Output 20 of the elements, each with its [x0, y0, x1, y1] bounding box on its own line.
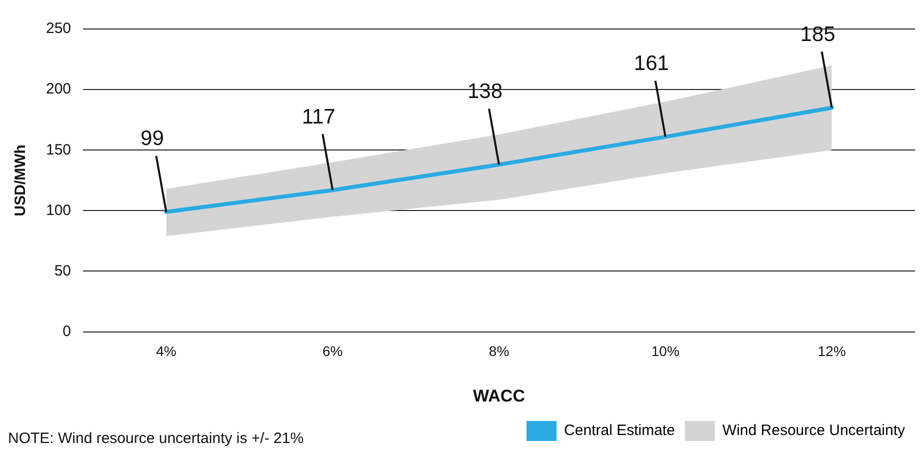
x-tick-label: 10% [651, 343, 680, 360]
y-tick-label: 0 [62, 322, 72, 340]
data-label: 99 [140, 127, 164, 150]
x-tick-label: 4% [156, 343, 176, 360]
text: NOTE: Wind resource uncertainty is +/- 21% [8, 430, 304, 447]
y-axis-title: USD/MWh [12, 144, 30, 216]
y-tick-label: 100 [46, 202, 72, 219]
legend-label: Wind Resource Uncertainty [722, 422, 906, 440]
data-label: 185 [800, 23, 836, 46]
x-axis-title: WACC [473, 386, 525, 406]
y-tick-label: 200 [46, 80, 72, 98]
x-tick-label: 6% [322, 343, 343, 360]
y-tick-label: 50 [54, 262, 72, 280]
y-tick-label: 250 [46, 20, 72, 38]
x-tick-label: 8% [488, 343, 510, 360]
y-tick-label: 150 [46, 141, 72, 158]
legend-label: Central Estimate [564, 422, 675, 440]
x-tick-label: 12% [818, 343, 846, 360]
data-label: 117 [302, 105, 336, 128]
data-label: 161 [634, 52, 669, 76]
